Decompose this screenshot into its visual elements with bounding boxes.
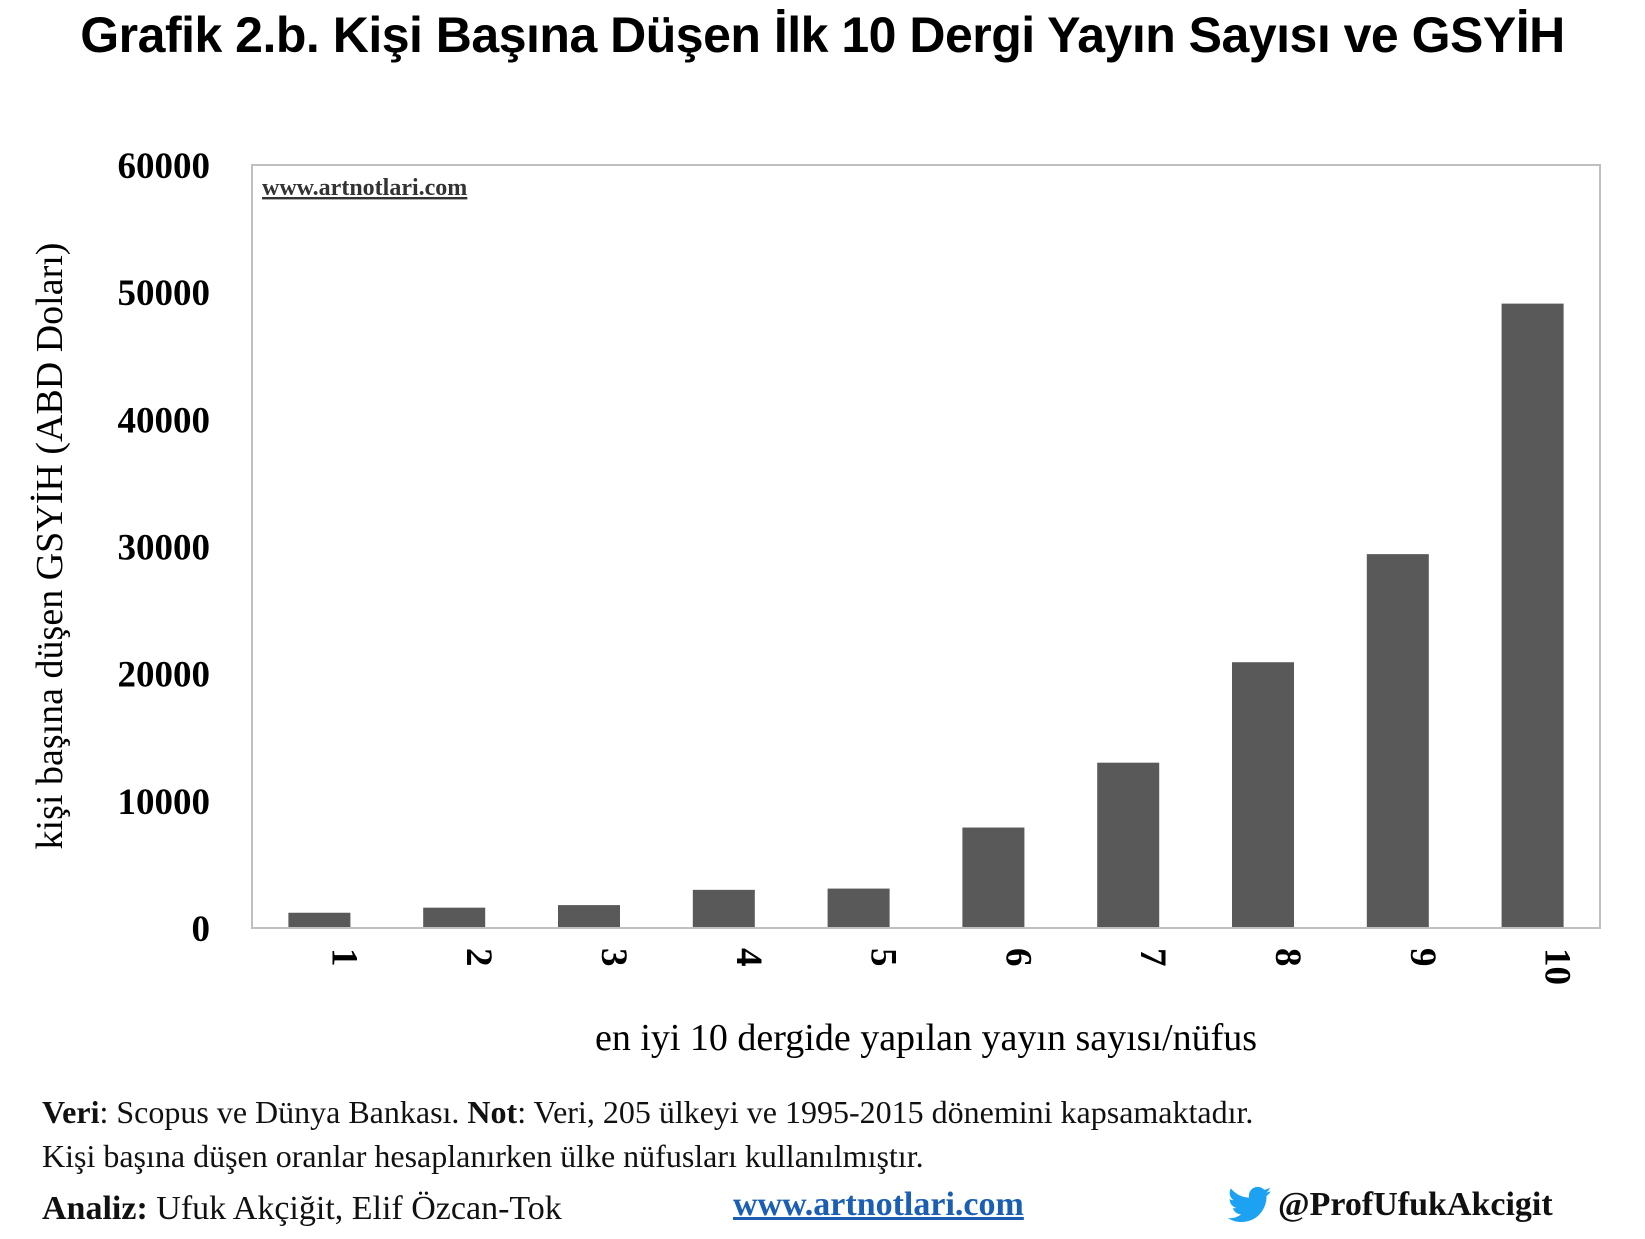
- bars: [288, 303, 1564, 928]
- y-tick-label: 40000: [118, 400, 211, 441]
- x-tick-label: 6: [997, 948, 1038, 967]
- bar-9: [1366, 554, 1429, 928]
- chart-title: Grafik 2.b. Kişi Başına Düşen İlk 10 Der…: [80, 7, 1565, 63]
- x-tick-label: 4: [728, 948, 769, 967]
- analiz-label: Analiz:: [42, 1190, 148, 1227]
- y-tick-label: 30000: [118, 528, 211, 569]
- website-link[interactable]: www.artnotlari.com: [733, 1186, 1024, 1223]
- watermark: www.artnotlari.com: [262, 175, 467, 201]
- twitter-bird-icon: [1228, 1186, 1272, 1223]
- note-line-2: Kişi başına düşen oranlar hesaplanırken …: [42, 1138, 924, 1174]
- x-tick-label: 2: [458, 948, 499, 967]
- note-line-1: Veri: Scopus ve Dünya Bankası. Not: Veri…: [42, 1094, 1253, 1131]
- bar-6: [962, 827, 1025, 928]
- not-text: : Veri, 205 ülkeyi ve 1995-2015 dönemini…: [517, 1094, 1254, 1130]
- bar-3: [557, 905, 621, 928]
- x-tick-label: 9: [1402, 948, 1443, 967]
- twitter-handle: @ProfUfukAkcigit: [1278, 1186, 1553, 1223]
- veri-label: Veri: [42, 1094, 100, 1130]
- y-tick-label: 50000: [118, 273, 211, 314]
- x-tick-label: 10: [1537, 948, 1578, 985]
- y-tick-label: 60000: [118, 146, 211, 187]
- y-axis-label: kişi başına düşen GSYİH (ABD Doları): [29, 243, 71, 850]
- not-label: Not: [467, 1094, 518, 1130]
- y-axis-ticks: 0 10000 20000 30000 40000 50000 60000: [118, 146, 211, 950]
- bar-1: [288, 912, 351, 928]
- x-axis-label: en iyi 10 dergide yapılan yayın sayısı/n…: [595, 1017, 1257, 1059]
- bar-4: [692, 889, 755, 928]
- bar-8: [1231, 662, 1295, 928]
- bar-5: [827, 888, 890, 928]
- veri-text: : Scopus ve Dünya Bankası.: [99, 1094, 468, 1130]
- x-tick-label: 3: [593, 948, 634, 967]
- analiz-authors: Ufuk Akçiğit, Elif Özcan-Tok: [147, 1190, 562, 1227]
- x-tick-label: 5: [863, 948, 904, 967]
- x-tick-label: 7: [1132, 948, 1173, 967]
- y-tick-label: 10000: [118, 782, 211, 823]
- twitter-credit[interactable]: @ProfUfukAkcigit: [1228, 1186, 1553, 1224]
- bar-2: [423, 907, 486, 928]
- bar-10: [1501, 303, 1564, 928]
- y-tick-label: 20000: [118, 655, 211, 696]
- analysis-credit: Analiz: Ufuk Akçiğit, Elif Özcan-Tok: [42, 1190, 562, 1228]
- y-tick-label: 0: [192, 909, 211, 950]
- x-tick-label: 1: [323, 948, 364, 967]
- bar-7: [1097, 762, 1160, 928]
- x-axis-ticks: 1 2 3 4 5 6 7 8 9 10: [323, 948, 1577, 985]
- x-tick-label: 8: [1267, 948, 1308, 967]
